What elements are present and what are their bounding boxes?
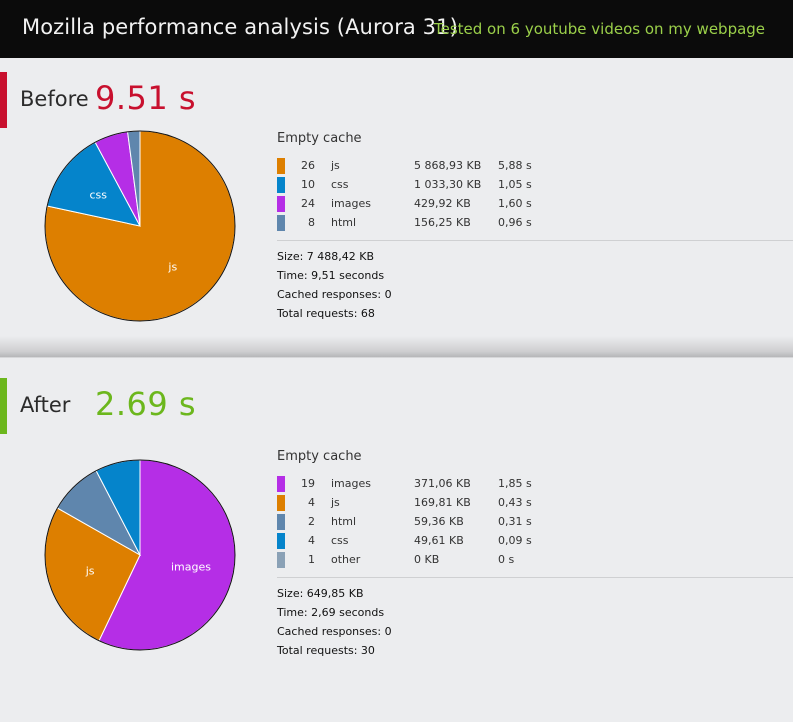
legend-type: html xyxy=(331,515,357,528)
legend-count: 4 xyxy=(308,496,315,509)
legend-time: 5,88 s xyxy=(498,159,532,172)
legend-row-css: 10 css 1 033,30 KB 1,05 s xyxy=(277,176,577,194)
section-shadow xyxy=(0,336,793,358)
legend-size: 49,61 KB xyxy=(414,534,464,547)
after-cached: Cached responses: 0 xyxy=(277,625,392,638)
legend-type: js xyxy=(331,496,340,509)
after-label: After xyxy=(20,393,71,417)
legend-type: js xyxy=(331,159,340,172)
before-divider xyxy=(277,240,793,241)
legend-time: 0,31 s xyxy=(498,515,532,528)
legend-time: 0 s xyxy=(498,553,515,566)
legend-size: 371,06 KB xyxy=(414,477,471,490)
legend-count: 19 xyxy=(301,477,315,490)
legend-swatch-images xyxy=(277,196,285,212)
after-size: Size: 649,85 KB xyxy=(277,587,364,600)
legend-type: html xyxy=(331,216,357,229)
header-bar: Mozilla performance analysis (Aurora 31)… xyxy=(0,0,793,58)
legend-size: 5 868,93 KB xyxy=(414,159,482,172)
before-label: Before xyxy=(20,87,89,111)
legend-swatch-html xyxy=(277,514,285,530)
before-requests: Total requests: 68 xyxy=(277,307,375,320)
legend-row-images: 24 images 429,92 KB 1,60 s xyxy=(277,195,577,213)
before-headline: 9.51 s xyxy=(95,79,197,117)
before-pie-chart: js css xyxy=(44,130,236,322)
page-title: Mozilla performance analysis (Aurora 31) xyxy=(22,15,458,39)
legend-size: 59,36 KB xyxy=(414,515,464,528)
legend-type: images xyxy=(331,197,371,210)
after-accent-bar xyxy=(0,378,7,434)
legend-count: 26 xyxy=(301,159,315,172)
legend-row-html: 8 html 156,25 KB 0,96 s xyxy=(277,214,577,232)
legend-time: 0,09 s xyxy=(498,534,532,547)
after-pie-chart: images js xyxy=(44,459,236,651)
legend-swatch-css xyxy=(277,533,285,549)
legend-count: 2 xyxy=(308,515,315,528)
after-section: After 2.69 s images js Empty cache 19 imag… xyxy=(0,357,793,722)
legend-type: other xyxy=(331,553,361,566)
legend-type: css xyxy=(331,178,349,191)
legend-swatch-other xyxy=(277,552,285,568)
legend-count: 4 xyxy=(308,534,315,547)
legend-type: images xyxy=(331,477,371,490)
pie-label-js: js xyxy=(85,565,95,578)
before-cached: Cached responses: 0 xyxy=(277,288,392,301)
legend-type: css xyxy=(331,534,349,547)
pie-outline xyxy=(44,130,236,322)
legend-swatch-html xyxy=(277,215,285,231)
after-headline: 2.69 s xyxy=(95,385,197,423)
legend-time: 1,85 s xyxy=(498,477,532,490)
before-accent-bar xyxy=(0,72,7,128)
legend-size: 169,81 KB xyxy=(414,496,471,509)
legend-swatch-js xyxy=(277,158,285,174)
legend-time: 1,60 s xyxy=(498,197,532,210)
legend-size: 429,92 KB xyxy=(414,197,471,210)
legend-row-css: 4 css 49,61 KB 0,09 s xyxy=(277,532,577,550)
legend-size: 0 KB xyxy=(414,553,440,566)
legend-size: 1 033,30 KB xyxy=(414,178,482,191)
legend-count: 24 xyxy=(301,197,315,210)
legend-row-js: 4 js 169,81 KB 0,43 s xyxy=(277,494,577,512)
legend-time: 0,96 s xyxy=(498,216,532,229)
legend-swatch-js xyxy=(277,495,285,511)
pie-label-images: images xyxy=(171,561,211,574)
legend-time: 1,05 s xyxy=(498,178,532,191)
before-time: Time: 9,51 seconds xyxy=(277,269,385,282)
legend-swatch-images xyxy=(277,476,285,492)
before-cache-label: Empty cache xyxy=(277,131,362,146)
legend-swatch-css xyxy=(277,177,285,193)
legend-count: 10 xyxy=(301,178,315,191)
after-requests: Total requests: 30 xyxy=(277,644,375,657)
legend-time: 0,43 s xyxy=(498,496,532,509)
legend-row-js: 26 js 5 868,93 KB 5,88 s xyxy=(277,157,577,175)
before-section: Before 9.51 s js css Empty cache 26 js 5 86… xyxy=(0,58,793,354)
pie-outline xyxy=(44,459,236,651)
legend-count: 8 xyxy=(308,216,315,229)
page-subtitle: Tested on 6 youtube videos on my webpage xyxy=(434,20,766,38)
before-size: Size: 7 488,42 KB xyxy=(277,250,375,263)
after-time: Time: 2,69 seconds xyxy=(277,606,385,619)
legend-size: 156,25 KB xyxy=(414,216,471,229)
legend-row-html: 2 html 59,36 KB 0,31 s xyxy=(277,513,577,531)
legend-count: 1 xyxy=(308,553,315,566)
after-cache-label: Empty cache xyxy=(277,449,362,464)
legend-row-other: 1 other 0 KB 0 s xyxy=(277,551,577,569)
pie-label-css: css xyxy=(90,189,108,202)
pie-label-js: js xyxy=(167,261,177,274)
after-divider xyxy=(277,577,793,578)
legend-row-images: 19 images 371,06 KB 1,85 s xyxy=(277,475,577,493)
